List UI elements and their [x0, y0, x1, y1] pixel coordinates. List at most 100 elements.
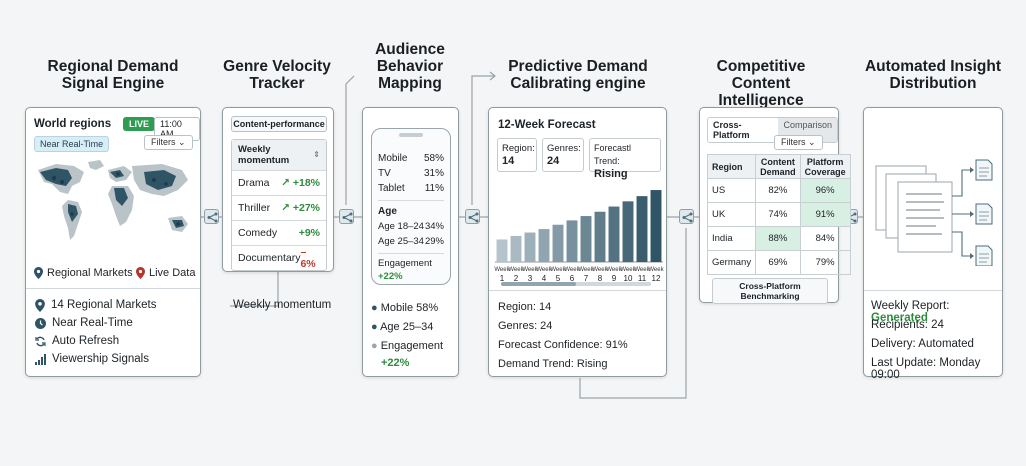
- week-tick-label: 10: [624, 274, 633, 283]
- device-row: TV 31%: [378, 168, 444, 179]
- forecast-box-genres: Genres: 24: [542, 138, 584, 172]
- week-prefix-label: Week: [620, 267, 636, 273]
- content-performance-tab[interactable]: Content-performance: [231, 116, 327, 132]
- age-row: Age 18–24 34%: [378, 221, 444, 232]
- refresh-icon: [35, 336, 46, 346]
- bullet-engagement-value: +22%: [381, 357, 410, 369]
- week-prefix-label: Week: [550, 267, 566, 273]
- engagement-label: Engagement: [378, 253, 444, 270]
- forecast-box-trend: Forecastl Trend: Rising: [589, 138, 661, 180]
- table-row: Drama ↗ +18%: [232, 170, 326, 195]
- table-row: Comedy +9%: [232, 220, 326, 245]
- list-item: ● Mobile 58%: [371, 302, 439, 314]
- week-tick-label: 4: [542, 274, 547, 283]
- age-title: Age: [378, 200, 444, 219]
- distribution-details: Weekly Report: Generated Recipients: 24 …: [871, 300, 1002, 381]
- live-badge: LIVE: [123, 117, 156, 131]
- near-realtime-chip[interactable]: Near Real-Time: [34, 136, 110, 152]
- forecast-panel: 12-Week Forecast Region: 14 Genres: 24 For…: [488, 107, 667, 377]
- engagement-value: +22%: [378, 271, 403, 282]
- forecast-bar-week-9: [608, 206, 620, 262]
- forecast-bar-week-3: [524, 232, 536, 262]
- clock-icon: [35, 317, 46, 329]
- tab-cross-platform[interactable]: Cross-Platform: [708, 118, 779, 142]
- world-regions-header: World regions: [34, 118, 112, 130]
- forecast-bar-week-1: [496, 239, 508, 262]
- week-prefix-label: Week: [648, 267, 664, 273]
- week-prefix-label: Week: [522, 267, 538, 273]
- signal-bars-icon: [35, 353, 46, 365]
- forecast-bar-week-2: [510, 236, 522, 262]
- week-tick-label: 11: [638, 274, 647, 283]
- table-row: Germany 69% 79%: [706, 250, 851, 275]
- table-row: US 82% 96%: [706, 178, 851, 203]
- legend-live-data: Live Data: [136, 267, 195, 279]
- week-tick-label: 8: [598, 274, 603, 283]
- device-row: Tablet 11%: [378, 183, 444, 194]
- week-prefix-label: Week: [634, 267, 650, 273]
- filters-dropdown[interactable]: Filters ⌄: [774, 135, 823, 150]
- benchmarking-chip[interactable]: Cross-Platform Benchmarking: [712, 278, 828, 304]
- age-row: Age 25–34 29%: [378, 236, 444, 247]
- regional-panel: World regions LIVE 11:00 AM Near Real-Ti…: [25, 107, 201, 377]
- week-prefix-label: Week: [494, 267, 510, 273]
- week-tick-label: 9: [612, 274, 617, 283]
- distribution-panel: Weekly Report: Generated Recipients: 24 …: [863, 107, 1003, 381]
- week-prefix-label: Week: [536, 267, 552, 273]
- competitive-panel: Cross-Platform Comparison Filters ⌄ Regi…: [699, 107, 851, 304]
- list-item: Region: 14: [498, 301, 552, 313]
- connector-node-1: [204, 209, 219, 224]
- forecast-bar-week-4: [538, 229, 550, 262]
- forecast-bar-week-12: [650, 190, 662, 262]
- table-row: Thriller ↗ +27%: [232, 195, 326, 220]
- list-item: Demand Trend: Rising: [498, 358, 608, 370]
- week-tick-label: 1: [500, 274, 505, 283]
- stage-title-competitive: Competitive Content Intelligence: [716, 58, 806, 109]
- delivery-row: Delivery: Automated: [871, 338, 974, 350]
- trend-value: ↗ +27%: [281, 202, 320, 214]
- sort-icon[interactable]: ⇕: [313, 150, 320, 159]
- stage-title-audience: Audience Behavior Mapping: [375, 41, 445, 92]
- list-item: 14 Regional Markets: [35, 296, 156, 314]
- weekly-report-row: Weekly Report: Generated: [871, 300, 950, 324]
- week-tick-label: 5: [556, 274, 561, 283]
- forecast-bar-week-7: [580, 216, 592, 262]
- forecast-bar-week-10: [622, 201, 634, 262]
- audience-bullets: ● Mobile 58% ● Age 25–34 ● Engagement +2…: [371, 299, 443, 370]
- table-row: UK 74% 91%: [706, 202, 851, 227]
- week-prefix-label: Week: [606, 267, 622, 273]
- trend-up-arrow-icon: ↗: [281, 177, 293, 189]
- week-prefix-label: Week: [564, 267, 580, 273]
- week-tick-label: 2: [514, 274, 519, 283]
- week-tick-label: 3: [528, 274, 533, 283]
- genre-panel: Content-performance Weekly momentum ⇕ Dra…: [222, 107, 334, 272]
- trend-value: ↗ +18%: [281, 177, 320, 189]
- connector-node-3: [465, 209, 480, 224]
- device-row: Mobile 58%: [378, 153, 444, 164]
- filters-dropdown[interactable]: Filters ⌄: [144, 135, 193, 150]
- forecast-summary: Region: 14 Genres: 24 Forecast Confidenc…: [498, 298, 628, 374]
- forecast-bar-chart: Week1Week2Week3Week4Week5Week6Week7Week8…: [494, 190, 665, 286]
- chevron-down-icon: ⌄: [808, 137, 816, 147]
- chevron-down-icon: ⌄: [178, 137, 186, 147]
- report-documents-icon: [875, 159, 993, 266]
- connector-node-4: [679, 209, 694, 224]
- forecast-bar-week-8: [594, 211, 606, 262]
- column-header: Platform Coverage: [799, 154, 851, 179]
- week-tick-label: 6: [570, 274, 575, 283]
- column-header: Region: [706, 154, 757, 179]
- legend-regional-markets: Regional Markets: [34, 267, 133, 279]
- trend-value: –6%: [300, 246, 316, 270]
- list-item: Near Real-Time: [35, 314, 156, 332]
- timeline-fill: [501, 282, 576, 286]
- genre-table: Weekly momentum ⇕ Drama ↗ +18% Thriller ↗ +…: [231, 139, 327, 271]
- table-row: Documentary –6%: [232, 245, 326, 270]
- regional-feature-list: 14 Regional Markets Near Real-Time Auto …: [35, 296, 156, 368]
- week-prefix-label: Week: [508, 267, 524, 273]
- competitive-table: Region Content Demand Platform Coverage …: [706, 154, 851, 275]
- genre-table-header: Weekly momentum ⇕: [232, 140, 326, 170]
- week-prefix-label: Week: [578, 267, 594, 273]
- list-item: Viewership Signals: [35, 350, 156, 368]
- phone-notch: [399, 133, 423, 137]
- location-pin-icon: [35, 298, 45, 312]
